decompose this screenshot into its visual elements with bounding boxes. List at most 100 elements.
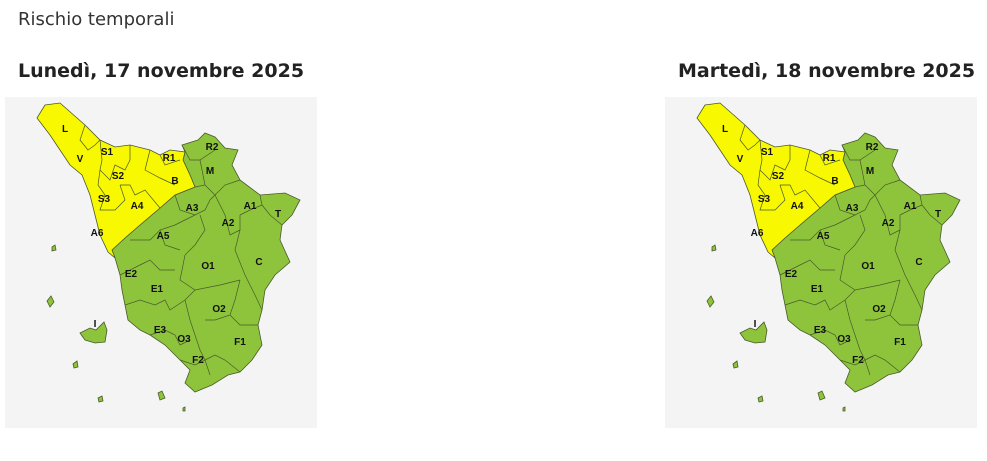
zone-label-I: I <box>754 319 757 330</box>
zone-label-M: M <box>866 166 874 177</box>
zone-label-R1: R1 <box>823 153 836 164</box>
tuscany-map: L V S1 S2 S3 R1 B A4 A6 R2 M A1 A2 A3 A5 T C O1 O2 O3 E1 E2 E3… <box>36 102 301 412</box>
island <box>739 321 768 344</box>
zone-label-R1: R1 <box>163 153 176 164</box>
zone-label-C: C <box>915 257 922 268</box>
tuscany-map: L V S1 S2 S3 R1 B A4 A6 R2 M A1 A2 A3 A5 T C O1 O2 O3 E1 E2 E3… <box>696 102 961 412</box>
zone-label-E2: E2 <box>125 269 138 280</box>
zone-label-A1: A1 <box>904 201 917 212</box>
zone-border <box>99 139 131 181</box>
zone-border <box>144 149 176 186</box>
zone-border <box>921 204 943 226</box>
alert-map-day-1: L V S1 S2 S3 R1 B A4 A6 R2 M A1 A2 A3 A5 T C O1 O2 O3 E1 E2 E3… <box>5 97 317 428</box>
zone-border <box>759 139 791 181</box>
island <box>72 360 79 369</box>
island <box>157 390 166 401</box>
zone-label-I: I <box>94 319 97 330</box>
zone-border <box>841 144 876 161</box>
zone-border <box>739 124 761 151</box>
island <box>711 244 717 252</box>
alert-map-day-2: L V S1 S2 S3 R1 B A4 A6 R2 M A1 A2 A3 A5 T C O1 O2 O3 E1 E2 E3… <box>665 97 977 428</box>
zone-label-L: L <box>722 124 728 135</box>
zone-border <box>159 154 181 166</box>
island <box>46 295 55 308</box>
zone-label-V: V <box>77 154 84 165</box>
zone-border <box>234 229 263 311</box>
zone-border <box>874 194 923 236</box>
zone-border <box>864 179 901 196</box>
zone-label-T: T <box>935 209 941 220</box>
zone-border <box>149 329 191 346</box>
zone-border <box>839 354 901 373</box>
zone-border <box>214 194 263 236</box>
zone-border <box>184 299 211 376</box>
island <box>842 406 846 412</box>
zone-border <box>79 124 101 151</box>
day-1-heading: Lunedì, 17 novembre 2025 <box>18 60 305 82</box>
zone-border <box>120 184 161 209</box>
zone-border <box>179 354 241 373</box>
zone-border <box>229 314 258 326</box>
zone-border <box>181 144 216 161</box>
zone-label-A5: A5 <box>157 231 170 242</box>
island <box>732 360 739 369</box>
zone-border <box>819 154 841 166</box>
zone-label-S3: S3 <box>98 194 111 205</box>
zone-label-F2: F2 <box>192 355 204 366</box>
zone-border <box>757 169 786 211</box>
zone-label-O2: O2 <box>212 304 226 315</box>
zone-border <box>261 204 283 226</box>
zone-label-A3: A3 <box>186 203 199 214</box>
zone-label-S2: S2 <box>112 171 125 182</box>
island <box>79 321 108 344</box>
zone-border <box>204 179 241 196</box>
zone-label-V: V <box>737 154 744 165</box>
island <box>706 295 715 308</box>
zone-label-S2: S2 <box>772 171 785 182</box>
zone-label-R2: R2 <box>866 142 879 153</box>
zone-border <box>894 229 923 311</box>
zone-label-L: L <box>62 124 68 135</box>
zone-border <box>834 194 876 216</box>
zone-border <box>119 259 175 276</box>
zone-label-T: T <box>275 209 281 220</box>
zone-label-E2: E2 <box>785 269 798 280</box>
zone-label-A2: A2 <box>222 218 235 229</box>
zone-label-R2: R2 <box>206 142 219 153</box>
day-2-heading: Martedì, 18 novembre 2025 <box>678 60 976 82</box>
zone-label-M: M <box>206 166 214 177</box>
zone-label-A6: A6 <box>91 228 104 239</box>
island <box>817 390 826 401</box>
page-title: Rischio temporali <box>18 9 175 30</box>
zone-label-A4: A4 <box>131 201 144 212</box>
zone-label-E1: E1 <box>151 284 164 295</box>
zone-label-C: C <box>255 257 262 268</box>
zone-border <box>174 194 216 216</box>
zone-label-A6: A6 <box>751 228 764 239</box>
zone-border <box>159 229 181 251</box>
island <box>51 244 57 252</box>
zone-label-O2: O2 <box>872 304 886 315</box>
island <box>757 395 764 403</box>
zone-label-A1: A1 <box>244 201 257 212</box>
zone-border <box>779 259 835 276</box>
zone-border <box>97 169 126 211</box>
zone-label-A2: A2 <box>882 218 895 229</box>
zone-label-S1: S1 <box>101 147 114 158</box>
zone-label-F1: F1 <box>894 337 906 348</box>
zone-label-S1: S1 <box>761 147 774 158</box>
zone-label-B: B <box>171 176 178 187</box>
zone-border <box>819 229 841 251</box>
zone-label-O3: O3 <box>837 334 851 345</box>
zone-label-O1: O1 <box>201 261 215 272</box>
zone-label-F2: F2 <box>852 355 864 366</box>
zone-border <box>804 149 836 186</box>
island <box>97 395 104 403</box>
zone-label-E3: E3 <box>154 325 167 336</box>
zone-label-E1: E1 <box>811 284 824 295</box>
zone-label-A4: A4 <box>791 201 804 212</box>
island <box>182 406 186 412</box>
zone-label-E3: E3 <box>814 325 827 336</box>
zone-label-A3: A3 <box>846 203 859 214</box>
zone-label-O3: O3 <box>177 334 191 345</box>
